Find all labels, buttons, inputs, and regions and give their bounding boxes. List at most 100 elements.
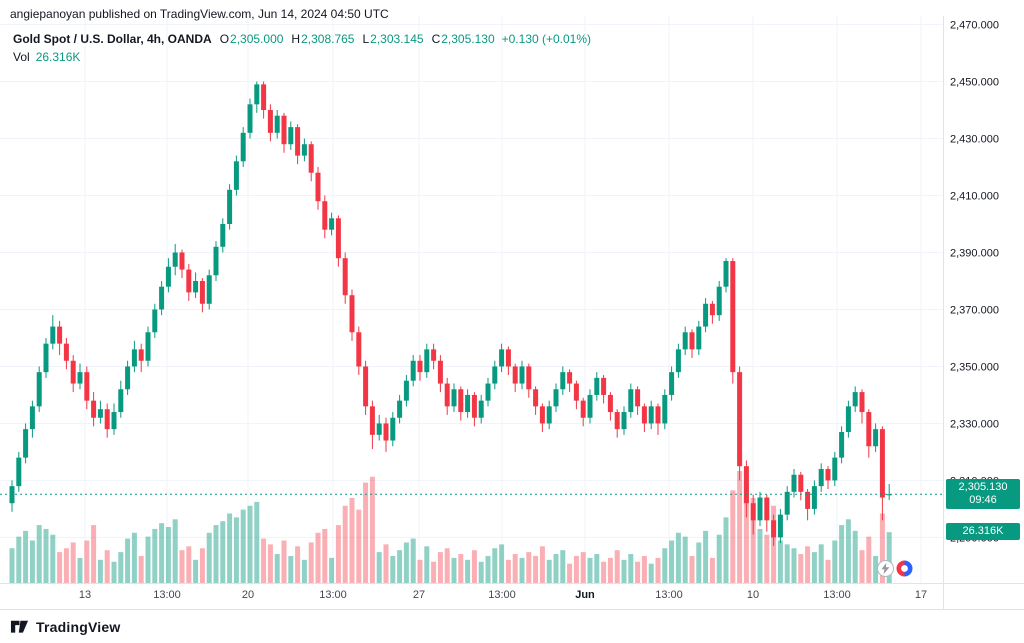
price-axis-label[interactable]: 2,350.000 xyxy=(950,361,999,373)
price-axis-label[interactable]: 2,330.000 xyxy=(950,418,999,430)
volume-bar xyxy=(852,530,858,583)
open-label: O xyxy=(219,32,230,46)
price-axis-label[interactable]: 2,430.000 xyxy=(950,134,999,146)
volume-bar xyxy=(662,548,668,583)
last-price-badge: 2,305.130 09:46 xyxy=(946,479,1020,510)
candle-body xyxy=(723,261,729,287)
candle-body xyxy=(186,269,192,293)
close-label: C xyxy=(431,32,441,46)
pie-badge-glyph xyxy=(896,560,913,577)
volume-bar xyxy=(63,548,69,583)
time-axis-label[interactable]: 20 xyxy=(242,589,254,601)
time-axis-label[interactable]: 13:00 xyxy=(655,589,683,601)
time-axis-label[interactable]: 10 xyxy=(747,589,759,601)
price-axis-label[interactable]: 2,370.000 xyxy=(950,304,999,316)
volume-bar xyxy=(873,555,879,583)
volume-bar xyxy=(607,557,613,583)
candle-body xyxy=(356,332,362,367)
price-axis-label[interactable]: 2,450.000 xyxy=(950,77,999,89)
candle-body xyxy=(478,400,484,418)
price-axis-label[interactable]: 2,390.000 xyxy=(950,247,999,259)
candle-body xyxy=(57,326,63,344)
candle-body xyxy=(267,110,273,133)
volume-bar xyxy=(818,544,824,583)
volume-bar xyxy=(580,552,586,583)
pie-badge-icon[interactable] xyxy=(896,560,913,577)
volume-bar xyxy=(601,561,607,583)
candle-body xyxy=(376,423,382,435)
volume-bar xyxy=(505,559,511,583)
volume-bar xyxy=(458,554,464,583)
volume-bar xyxy=(845,519,851,583)
time-axis-label[interactable]: 13:00 xyxy=(319,589,347,601)
candle-body xyxy=(573,383,579,401)
volume-bar xyxy=(621,559,627,583)
time-axis-label[interactable]: 13:00 xyxy=(488,589,516,601)
candle-body xyxy=(601,377,607,395)
price-axis-label[interactable]: 2,470.000 xyxy=(950,20,999,32)
lightning-bolt-glyph xyxy=(881,563,890,574)
volume-bar xyxy=(764,534,770,583)
time-axis-label[interactable]: 13 xyxy=(79,589,91,601)
candle-body xyxy=(274,115,280,133)
volume-bar xyxy=(703,530,709,583)
candle-body xyxy=(152,309,158,333)
volume-bar xyxy=(186,546,192,583)
time-axis-label[interactable]: 13:00 xyxy=(823,589,851,601)
candle-body xyxy=(811,486,817,509)
candle-body xyxy=(471,394,477,418)
volume-bar xyxy=(383,544,389,583)
time-axis-label[interactable]: 13:00 xyxy=(153,589,181,601)
volume-bar xyxy=(84,540,90,583)
last-price-badge-price: 2,305.130 xyxy=(958,481,1008,494)
price-axis-label[interactable]: 2,410.000 xyxy=(950,191,999,203)
candle-body xyxy=(777,514,783,538)
candle-body xyxy=(383,423,389,441)
volume-bar xyxy=(478,561,484,583)
tradingview-logo-icon[interactable] xyxy=(10,617,29,636)
candle-body xyxy=(16,457,22,487)
candle-body xyxy=(29,406,35,430)
candle-body xyxy=(111,412,117,430)
volume-bar xyxy=(526,552,532,583)
volume-bar xyxy=(743,482,749,583)
tradingview-brand-text[interactable]: TradingView xyxy=(36,618,121,635)
candle-body xyxy=(703,303,709,327)
volume-bar xyxy=(832,540,838,583)
volume-bar xyxy=(322,528,328,583)
symbol-title[interactable]: Gold Spot / U.S. Dollar, 4h, OANDA xyxy=(13,32,212,46)
volume-bar xyxy=(669,540,675,583)
volume-bar xyxy=(369,476,375,583)
time-axis-label[interactable]: Jun xyxy=(575,589,595,601)
volume-bar xyxy=(805,546,811,583)
volume-bar xyxy=(471,550,477,583)
volume-bar xyxy=(199,548,205,583)
volume-bar xyxy=(77,557,83,583)
volume-bar xyxy=(36,525,42,583)
volume-bar xyxy=(179,550,185,583)
boost-lightning-icon[interactable] xyxy=(877,560,894,577)
candle-body xyxy=(138,349,144,361)
time-axis-label[interactable]: 27 xyxy=(413,589,425,601)
legend-volume-row: Vol 26.316K xyxy=(13,50,591,64)
candle-body xyxy=(165,266,171,287)
candle-body xyxy=(329,218,335,230)
candle-body xyxy=(655,406,661,424)
volume-bar xyxy=(696,542,702,583)
time-axis-label[interactable]: 17 xyxy=(915,589,927,601)
candle-body xyxy=(607,394,613,413)
volume-bar xyxy=(641,555,647,583)
volume-bar xyxy=(675,532,681,583)
volume-bar xyxy=(29,540,35,583)
volume-bar xyxy=(193,559,199,583)
volume-bar xyxy=(777,540,783,583)
legend-ohlc-row: Gold Spot / U.S. Dollar, 4h, OANDA O 2,30… xyxy=(13,32,591,46)
candle-body xyxy=(614,412,620,430)
candle-body xyxy=(621,412,627,430)
candle-body xyxy=(628,389,634,413)
volume-bar xyxy=(839,525,845,583)
candle-body xyxy=(97,409,103,418)
volume-label[interactable]: Vol xyxy=(13,50,30,64)
volume-bar xyxy=(594,554,600,583)
